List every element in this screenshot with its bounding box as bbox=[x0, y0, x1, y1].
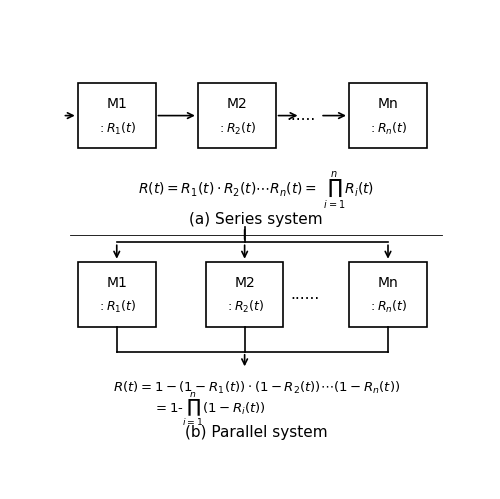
Text: M2: M2 bbox=[234, 275, 255, 289]
Text: (b) Parallel system: (b) Parallel system bbox=[185, 425, 328, 440]
Text: M2: M2 bbox=[226, 97, 247, 111]
Text: ......: ...... bbox=[290, 287, 320, 302]
Text: $:R_2(t)$: $:R_2(t)$ bbox=[217, 121, 256, 137]
Text: $:R_1(t)$: $:R_1(t)$ bbox=[97, 299, 136, 315]
Text: Mn: Mn bbox=[378, 275, 398, 289]
Text: $= 1\text{-}\prod_{i=1}^{n}(1 - R_i(t))$: $= 1\text{-}\prod_{i=1}^{n}(1 - R_i(t))$ bbox=[154, 391, 266, 429]
FancyBboxPatch shape bbox=[349, 83, 427, 148]
FancyBboxPatch shape bbox=[349, 261, 427, 327]
Text: $:R_n(t)$: $:R_n(t)$ bbox=[368, 299, 408, 315]
Text: $:R_2(t)$: $:R_2(t)$ bbox=[225, 299, 264, 315]
Text: M1: M1 bbox=[106, 97, 127, 111]
FancyBboxPatch shape bbox=[78, 261, 156, 327]
FancyBboxPatch shape bbox=[198, 83, 276, 148]
Text: $:R_1(t)$: $:R_1(t)$ bbox=[97, 121, 136, 137]
Text: ......: ...... bbox=[286, 108, 316, 123]
Text: M1: M1 bbox=[106, 275, 127, 289]
Text: $R(t) = R_1(t) \cdot R_2(t) \cdots R_n(t) = \ \prod_{i=1}^{n} R_i(t)$: $R(t) = R_1(t) \cdot R_2(t) \cdots R_n(t… bbox=[138, 169, 374, 212]
FancyBboxPatch shape bbox=[206, 261, 284, 327]
FancyBboxPatch shape bbox=[78, 83, 156, 148]
Text: Mn: Mn bbox=[378, 97, 398, 111]
Text: $R(t) = 1 - (1-R_1(t)) \cdot (1-R_2(t)) \cdots (1 - R_n(t))$: $R(t) = 1 - (1-R_1(t)) \cdot (1-R_2(t)) … bbox=[112, 380, 400, 396]
Text: (a) Series system: (a) Series system bbox=[190, 212, 323, 227]
Text: $:R_n(t)$: $:R_n(t)$ bbox=[368, 121, 408, 137]
